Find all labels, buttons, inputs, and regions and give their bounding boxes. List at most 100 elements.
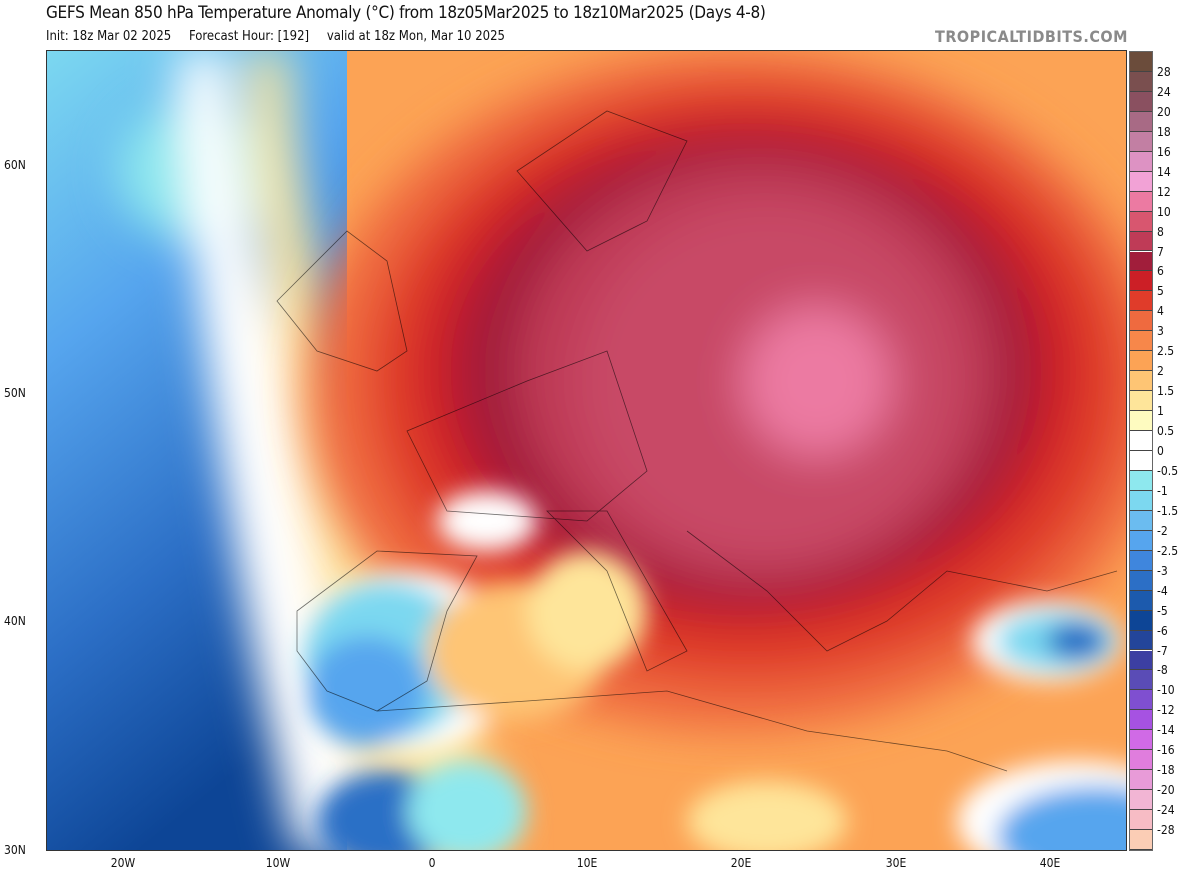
colorbar-label: -14 (1157, 723, 1175, 738)
anomaly-field (47, 51, 1126, 850)
colorbar-swatch (1130, 291, 1152, 312)
colorbar-swatch (1130, 670, 1152, 691)
valid-time: valid at 18z Mon, Mar 10 2025 (326, 29, 505, 44)
colorbar-swatch (1130, 52, 1152, 72)
colorbar-label: 24 (1157, 84, 1171, 99)
lon-label-0: 0 (428, 856, 436, 870)
colorbar-label: 7 (1157, 244, 1164, 259)
colorbar-label: 20 (1157, 104, 1171, 119)
colorbar-swatch (1130, 131, 1152, 152)
colorbar-label: 1 (1157, 404, 1164, 419)
colorbar-label: -8 (1157, 663, 1168, 678)
anomaly-map (46, 50, 1127, 851)
forecast-hour: Forecast Hour: [192] (188, 29, 310, 44)
colorbar-label: -18 (1157, 763, 1175, 778)
colorbar-label: -2 (1157, 523, 1168, 538)
colorbar-swatch (1130, 750, 1152, 771)
colorbar-label: -0.5 (1157, 463, 1179, 478)
colorbar-swatch (1130, 510, 1152, 531)
lon-label-10e: 10E (576, 856, 598, 870)
colorbar-label: -28 (1157, 823, 1175, 838)
colorbar-label: 8 (1157, 224, 1164, 239)
colorbar-label: 3 (1157, 324, 1164, 339)
lat-label-60n: 60N (4, 158, 26, 172)
colorbar-swatch (1130, 411, 1152, 432)
colorbar-swatch (1130, 690, 1152, 711)
colorbar-swatch (1130, 331, 1152, 352)
colorbar-swatch (1130, 710, 1152, 731)
colorbar-swatch (1130, 91, 1152, 112)
colorbar-swatch (1130, 770, 1152, 791)
colorbar-swatch (1130, 830, 1152, 850)
colorbar-label: -7 (1157, 643, 1168, 658)
colorbar-swatch (1130, 790, 1152, 811)
colorbar-label: -4 (1157, 583, 1168, 598)
colorbar-swatch (1130, 391, 1152, 412)
colorbar-label: 10 (1157, 204, 1171, 219)
colorbar-swatch (1130, 211, 1152, 232)
colorbar-label: 0 (1157, 444, 1164, 458)
colorbar-swatch (1130, 371, 1152, 392)
coastlines (276, 110, 1118, 772)
lon-label-20e: 20E (730, 856, 752, 870)
colorbar-swatch (1130, 470, 1152, 491)
colorbar-label: -12 (1157, 703, 1175, 718)
colorbar-label: 12 (1157, 184, 1171, 199)
lon-label-10w: 10W (265, 856, 291, 870)
colorbar-label: 4 (1157, 304, 1164, 319)
colorbar-swatch (1130, 730, 1152, 751)
colorbar-swatch (1130, 151, 1152, 172)
colorbar-label: -10 (1157, 683, 1175, 698)
init-time: Init: 18z Mar 02 2025 (46, 29, 172, 44)
colorbar-swatch (1130, 71, 1152, 92)
colorbar-swatch (1130, 490, 1152, 511)
colorbar (1129, 51, 1153, 851)
colorbar-label: 1.5 (1157, 384, 1175, 399)
colorbar-swatch (1130, 271, 1152, 292)
lat-label-50n: 50N (4, 386, 26, 400)
colorbar-swatch (1130, 570, 1152, 591)
colorbar-swatch (1130, 251, 1152, 272)
colorbar-swatch (1130, 590, 1152, 611)
colorbar-label: 5 (1157, 284, 1164, 299)
lat-label-40n: 40N (4, 614, 26, 628)
colorbar-label: -24 (1157, 803, 1175, 818)
colorbar-swatch (1130, 550, 1152, 571)
colorbar-swatch (1130, 530, 1152, 551)
colorbar-swatch (1130, 810, 1152, 831)
colorbar-swatch (1130, 231, 1152, 252)
colorbar-swatch (1130, 351, 1152, 372)
colorbar-label: -6 (1157, 623, 1168, 638)
lon-label-30e: 30E (885, 856, 907, 870)
colorbar-swatch (1130, 171, 1152, 192)
colorbar-swatch (1130, 650, 1152, 671)
lat-label-30n: 30N (4, 843, 26, 857)
colorbar-label: -5 (1157, 603, 1168, 618)
colorbar-swatch (1130, 630, 1152, 651)
colorbar-label: 16 (1157, 144, 1171, 159)
colorbar-label: 6 (1157, 264, 1164, 279)
colorbar-label: 2 (1157, 364, 1164, 379)
colorbar-swatch (1130, 191, 1152, 212)
colorbar-label: -20 (1157, 783, 1175, 798)
colorbar-label: 2.5 (1157, 344, 1175, 359)
colorbar-label: 18 (1157, 124, 1171, 139)
map-title: GEFS Mean 850 hPa Temperature Anomaly (°… (46, 3, 766, 23)
colorbar-label: -2.5 (1157, 543, 1179, 558)
colorbar-swatch (1130, 431, 1152, 451)
colorbar-label: 0.5 (1157, 424, 1175, 439)
colorbar-label: 14 (1157, 164, 1171, 179)
lon-label-20w: 20W (110, 856, 136, 870)
colorbar-label: -1 (1157, 483, 1168, 498)
colorbar-swatch (1130, 451, 1152, 471)
brand-watermark: TROPICALTIDBITS.COM (935, 27, 1128, 46)
lon-label-40e: 40E (1039, 856, 1061, 870)
colorbar-swatch (1130, 311, 1152, 332)
colorbar-label: -1.5 (1157, 503, 1179, 518)
colorbar-label: -3 (1157, 563, 1168, 578)
colorbar-swatch (1130, 111, 1152, 132)
colorbar-label: -16 (1157, 743, 1175, 758)
colorbar-label: 28 (1157, 64, 1171, 79)
map-subtitle: Init: 18z Mar 02 2025 Forecast Hour: [19… (46, 29, 519, 44)
colorbar-swatch (1130, 610, 1152, 631)
